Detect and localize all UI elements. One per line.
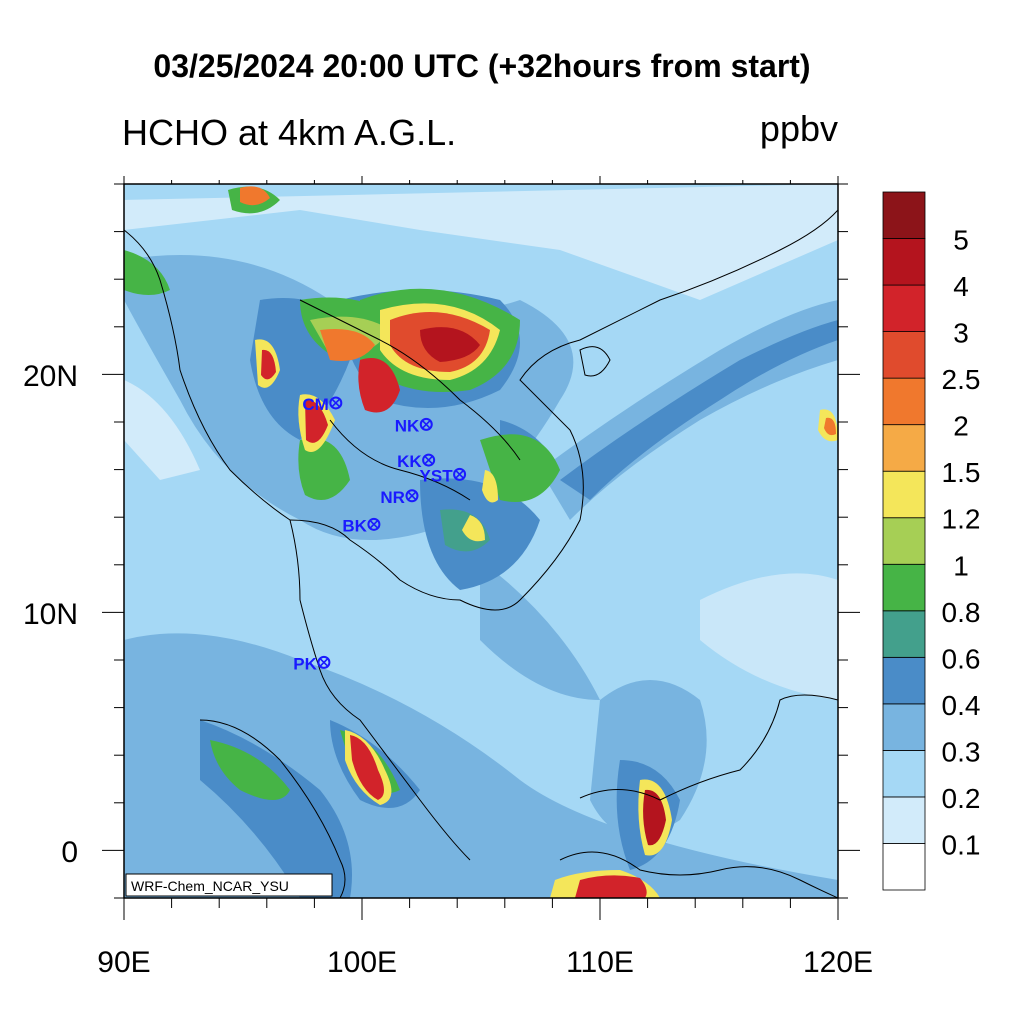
axis-ticks: [102, 176, 860, 920]
colorbar-label: 4: [953, 271, 969, 302]
station-cm: CM: [302, 395, 343, 414]
colorbar-swatch: [882, 610, 926, 658]
y-tick-label: 20N: [23, 360, 78, 393]
colorbar: 0.1 0.2 0.3 0.4 0.6 0.8 1 1.2 1.5 2 2.5 3 4 5: [882, 191, 981, 891]
station-marker-icon: [419, 417, 433, 431]
station-marker-cross: [424, 455, 434, 465]
colorbar-label: 0.1: [942, 829, 981, 860]
colorbar-swatch: [882, 796, 926, 844]
colorbar-swatch: [882, 191, 926, 239]
colorbar-label: 3: [953, 318, 969, 349]
coastlines: [124, 209, 838, 898]
x-tick-label: 100E: [327, 946, 397, 979]
colorbar-swatch: [882, 377, 926, 426]
colorbar-label: 1: [953, 550, 969, 581]
station-label: BK: [342, 516, 367, 535]
colorbar-swatch: [882, 470, 926, 519]
station-label: NK: [395, 416, 420, 435]
units-label: ppbv: [759, 108, 838, 149]
colorbar-swatch: [882, 517, 926, 565]
colorbar-label: 0.4: [942, 690, 981, 721]
station-marker-icon: [329, 396, 343, 410]
station-marker-cross: [421, 419, 431, 429]
colorbar-swatch: [882, 284, 926, 333]
plot-frame: [123, 183, 839, 899]
credit-label: WRF-Chem_NCAR_YSU: [131, 878, 289, 894]
map-title: 03/25/2024 20:00 UTC (+32hours from star…: [153, 48, 811, 84]
colorbar-label: 1.2: [942, 504, 981, 535]
station-label: NR: [380, 488, 405, 507]
colorbar-label: 2.5: [942, 364, 981, 395]
station-marker-icon: [453, 467, 467, 481]
colorbar-label: 1.5: [942, 457, 981, 488]
station-bk: BK: [342, 516, 381, 535]
station-marker-cross: [331, 398, 341, 408]
station-label: CM: [302, 395, 328, 414]
station-yst: YST: [420, 466, 467, 485]
x-axis-labels: 90E 100E 110E 120E: [97, 946, 873, 979]
station-label: KK: [397, 452, 422, 471]
colorbar-swatch: [882, 238, 926, 286]
colorbar-swatch: [882, 563, 926, 612]
station-marker-icon: [367, 517, 381, 531]
colorbar-swatch: [882, 750, 926, 798]
y-axis-labels: 20N 10N 0: [23, 360, 78, 869]
y-tick-label: 10N: [23, 598, 78, 631]
station-label: YST: [420, 466, 454, 485]
credit-box: [125, 873, 333, 897]
station-label: PK: [293, 654, 317, 673]
station-kk: KK: [397, 452, 436, 471]
colorbar-label: 2: [953, 411, 969, 442]
station-marker-icon: [317, 655, 331, 669]
station-nr: NR: [380, 488, 419, 507]
colorbar-swatch: [882, 843, 926, 891]
station-marker-cross: [369, 519, 379, 529]
x-tick-label: 110E: [566, 946, 634, 979]
station-marker-cross: [455, 469, 465, 479]
colorbar-label: 0.2: [942, 783, 981, 814]
colorbar-swatch: [882, 703, 926, 751]
y-tick-label: 0: [61, 836, 78, 869]
x-tick-label: 90E: [97, 946, 150, 979]
station-marker-icon: [405, 489, 419, 503]
station-marker-cross: [319, 657, 329, 667]
station-nk: NK: [395, 416, 433, 435]
colorbar-swatch: [882, 424, 926, 472]
colorbar-swatch: [882, 656, 926, 705]
colorbar-label: 0.3: [942, 736, 981, 767]
colorbar-label: 5: [953, 225, 969, 256]
station-marker-icon: [422, 453, 436, 467]
colorbar-label: 0.6: [942, 643, 981, 674]
x-tick-label: 120E: [803, 946, 873, 979]
station-pk: PK: [293, 654, 331, 673]
variable-subtitle: HCHO at 4km A.G.L.: [122, 112, 457, 153]
concentration-field: [124, 184, 838, 898]
colorbar-label: 0.8: [942, 597, 981, 628]
station-marker-cross: [407, 491, 417, 501]
colorbar-swatch: [882, 331, 926, 379]
